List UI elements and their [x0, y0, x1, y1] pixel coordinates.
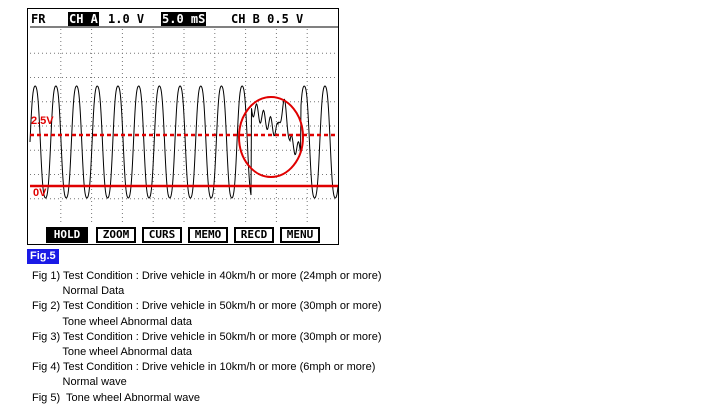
oscilloscope-screen: FR CH A 1.0 V 5.0 mS CH B 0.5 V 2.5V 0V …	[27, 8, 339, 245]
caption-line: Fig 5) Tone wheel Abnormal wave	[32, 391, 200, 404]
timebase-label: 5.0 mS	[161, 12, 207, 26]
scope-graph	[29, 26, 339, 223]
scope-button-memo[interactable]: MEMO	[188, 227, 228, 243]
caption-line: Fig 3) Test Condition : Drive vehicle in…	[32, 330, 382, 343]
channel-b-label: CH B 0.5 V	[231, 12, 304, 26]
channel-a-volts: 1.0 V	[108, 12, 145, 26]
scope-button-recd[interactable]: RECD	[234, 227, 274, 243]
level-0v-label: 0V	[33, 187, 47, 199]
scope-button-menu[interactable]: MENU	[280, 227, 320, 243]
figure-caption: Fig 1) Test Condition : Drive vehicle in…	[32, 269, 382, 406]
caption-line: Normal Data	[32, 285, 125, 298]
caption-line: Fig 4) Test Condition : Drive vehicle in…	[32, 361, 376, 374]
scope-button-zoom[interactable]: ZOOM	[96, 227, 136, 243]
signal-trace	[29, 85, 339, 199]
caption-line: Fig 1) Test Condition : Drive vehicle in…	[32, 270, 382, 282]
channel-a-label: CH A	[68, 12, 99, 26]
scope-button-hold[interactable]: HOLD	[46, 227, 88, 243]
scope-mode: FR	[31, 12, 46, 26]
caption-line: Fig 2) Test Condition : Drive vehicle in…	[32, 300, 382, 313]
caption-line: Tone wheel Abnormal data	[32, 315, 193, 328]
scope-button-curs[interactable]: CURS	[142, 227, 182, 243]
level-2-5v-label: 2.5V	[31, 115, 54, 127]
caption-line: Normal wave	[32, 376, 127, 389]
figure-tag: Fig.5	[27, 249, 59, 264]
caption-line: Tone wheel Abnormal data	[32, 346, 193, 359]
abnormal-wave-circle	[238, 96, 304, 178]
